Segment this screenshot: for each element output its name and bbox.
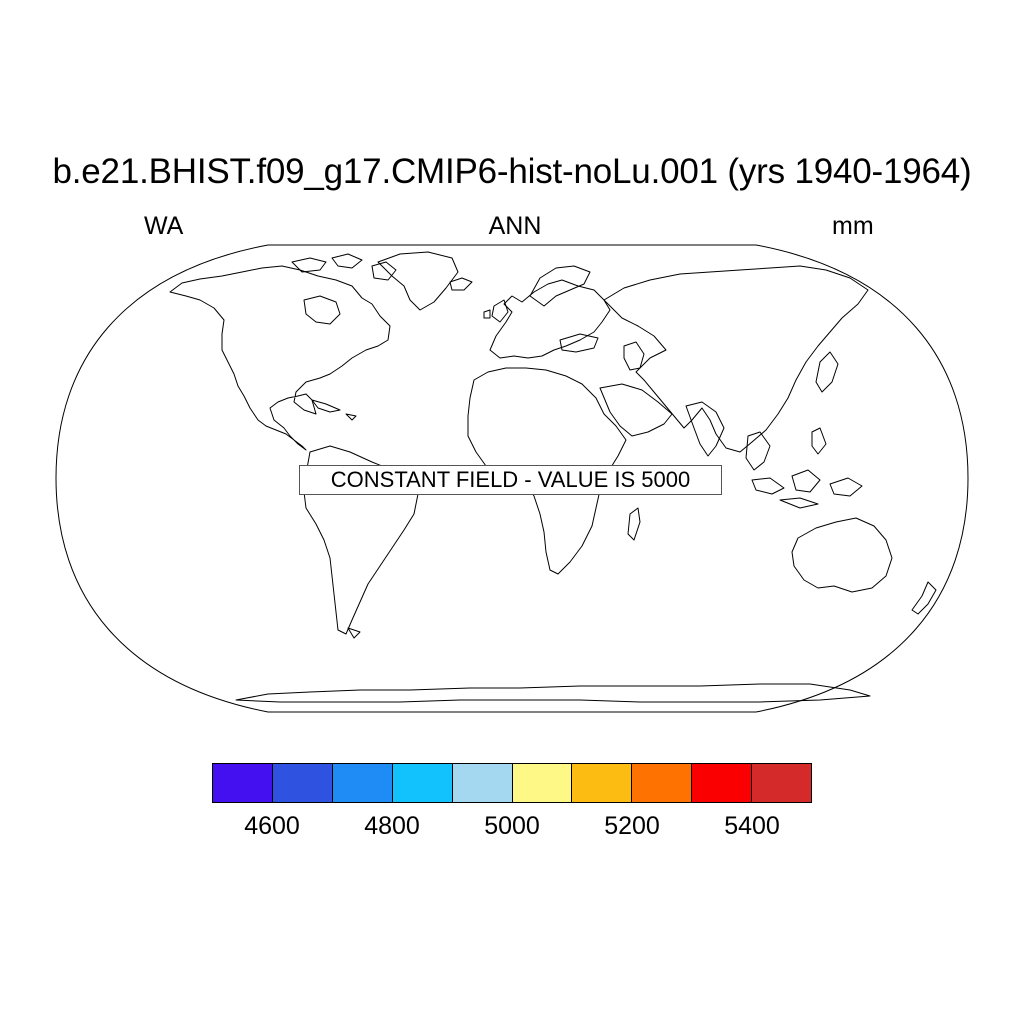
map-outline [55,244,969,713]
colorbar [212,763,812,803]
coastline-madagascar [627,507,641,541]
coastline-antarctica [235,683,871,703]
colorbar-tick-label: 5200 [604,812,660,840]
constant-field-notice: CONSTANT FIELD - VALUE IS 5000 [299,465,722,495]
coastline-indochina [745,431,771,471]
coastline-philippines [811,427,827,455]
colorbar-swatch [512,764,573,802]
coastline-caribbean [311,399,357,421]
colorbar-tick-label: 5000 [484,812,540,840]
colorbar-tick-label: 4800 [364,812,420,840]
coastline-british-isles [483,299,509,323]
colorbar-swatch [692,764,753,802]
colorbar-swatch [213,764,273,802]
colorbar-swatch [572,764,633,802]
coastline-new-zealand [911,581,937,615]
coastline-tierra-del-fuego [347,627,361,639]
coastline-indonesia [751,469,863,509]
coastline-caspian [623,341,645,371]
colorbar-swatch [752,764,812,802]
season-label: ANN [488,212,542,240]
colorbar-swatch [632,764,693,802]
coastline-japan [815,351,839,393]
coastline-india [685,401,725,457]
plot-title: b.e21.BHIST.f09_g17.CMIP6-hist-noLu.001 … [52,152,972,191]
coastline-hudson-bay [303,295,341,325]
colorbar-tick-label: 4600 [244,812,300,840]
coastline-arctic-islands [291,253,397,281]
colorbar-swatch [272,764,333,802]
coastline-europe [489,279,611,359]
colorbar-swatch [452,764,513,802]
colorbar-swatch [392,764,453,802]
colorbar-tick-label: 5400 [724,812,780,840]
colorbar-labels: 4600 4800 5000 5200 5400 [212,812,812,844]
variable-label: WA [144,212,184,240]
coastline-iceland [449,277,473,291]
coastline-black-sea [559,333,599,353]
colorbar-swatch [332,764,393,802]
units-label: mm [832,212,874,240]
coastline-arabia [599,383,673,437]
coastline-north-america [169,265,391,451]
coastline-asia [603,265,869,453]
coastline-australia [791,517,893,593]
coastline-greenland [377,251,459,311]
coastline-scandinavia [529,265,591,307]
